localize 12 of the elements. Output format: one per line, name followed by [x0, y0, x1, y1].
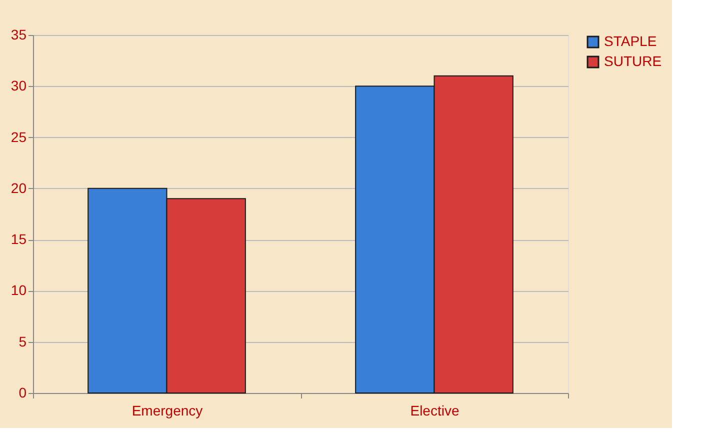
y-tick-label: 25: [10, 128, 27, 145]
y-tick-label: 10: [10, 282, 27, 298]
x-tick-label: Elective: [410, 402, 460, 418]
y-tick-label: 30: [10, 78, 27, 94]
y-tick-label: 20: [10, 180, 27, 196]
y-tick-label: 15: [10, 231, 27, 248]
legend-label: SUTURE: [604, 53, 662, 69]
x-tick-label: Emergency: [132, 402, 203, 418]
y-tick-label: 35: [10, 26, 27, 42]
y-tick-label: 5: [18, 333, 27, 350]
y-tick-label: 0: [18, 384, 27, 400]
legend-label: STAPLE: [604, 33, 657, 49]
